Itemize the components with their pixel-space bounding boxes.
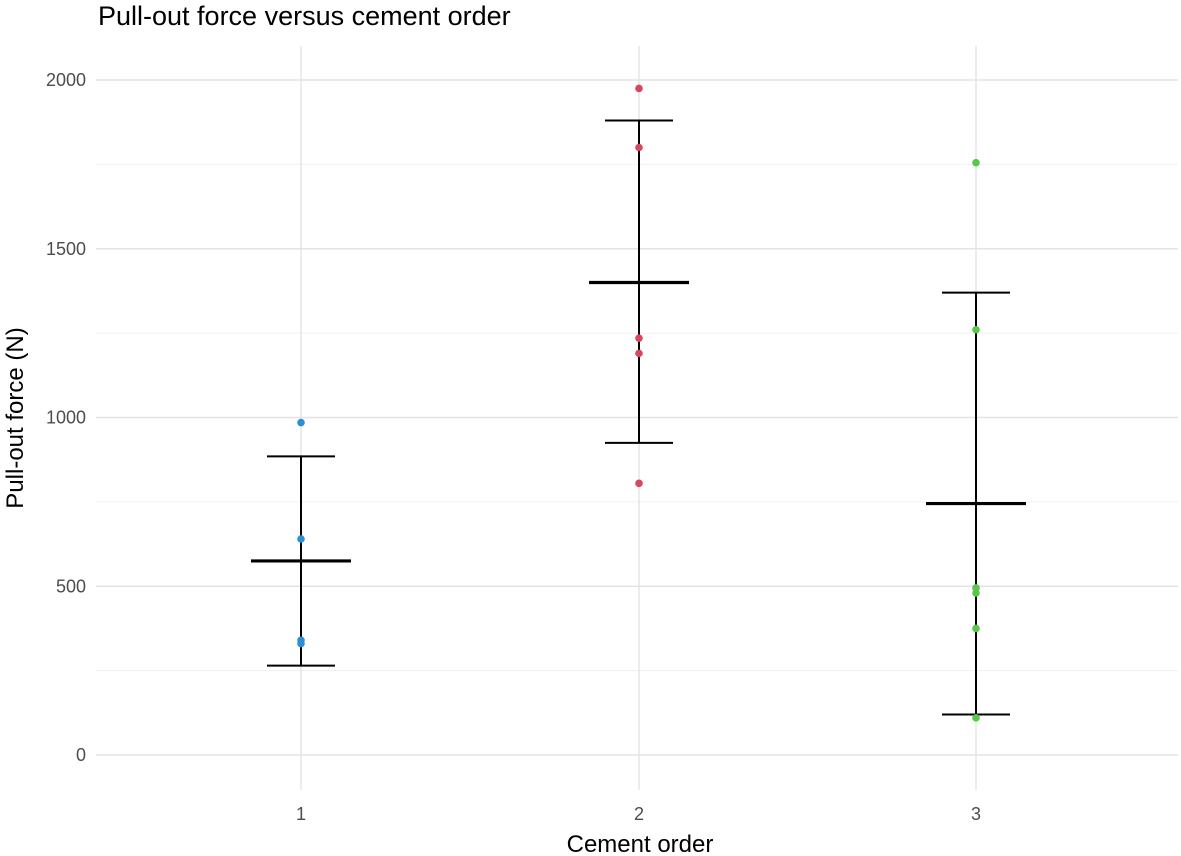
error-bars	[251, 119, 1026, 716]
data-point	[635, 334, 643, 342]
y-tick-label: 2000	[46, 70, 86, 90]
data-point	[635, 84, 643, 93]
x-tick-label: 1	[296, 804, 306, 824]
data-point	[635, 479, 643, 488]
data-point	[972, 325, 980, 334]
chart-title: Pull-out force versus cement order	[98, 1, 511, 31]
grid	[96, 46, 1178, 790]
y-tick-label: 500	[56, 576, 86, 596]
y-tick-label: 1000	[46, 408, 86, 428]
data-point	[297, 535, 305, 543]
x-tick-label: 2	[634, 804, 644, 824]
data-point	[635, 143, 643, 152]
data-point	[972, 589, 980, 597]
data-point	[972, 158, 980, 167]
y-tick-label: 0	[76, 745, 86, 765]
data-points	[297, 84, 980, 722]
data-point	[297, 418, 305, 427]
data-point	[972, 714, 980, 722]
data-point	[297, 639, 305, 648]
x-axis-ticks: 1 2 3	[296, 804, 981, 824]
data-point	[972, 624, 980, 633]
x-tick-label: 3	[971, 804, 981, 824]
y-tick-label: 1500	[46, 239, 86, 259]
y-axis-ticks: 0 500 1000 1500 2000	[46, 70, 86, 765]
y-axis-title: Pull-out force (N)	[2, 327, 29, 508]
x-axis-title: Cement order	[567, 831, 714, 856]
data-point	[635, 349, 643, 358]
